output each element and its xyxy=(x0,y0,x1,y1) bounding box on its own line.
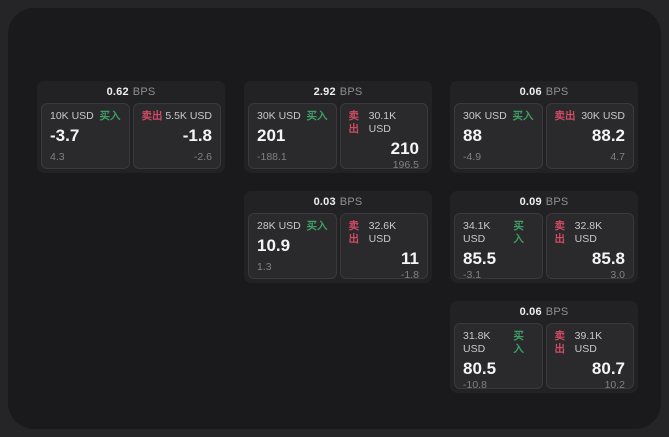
buy-delta: -4.9 xyxy=(463,151,482,163)
buy-delta: 1.3 xyxy=(257,261,272,273)
quote-card: 2.92 BPS 30K USD 买入 201 -188.1 卖出 30.1K … xyxy=(244,81,432,173)
buy-amount: 31.8K USD xyxy=(463,330,491,355)
buy-label: 买入 xyxy=(306,220,328,232)
sell-label: 卖出 xyxy=(554,220,566,245)
spread-value: 0.62 xyxy=(106,86,129,98)
quote-card: 0.06 BPS 31.8K USD 买入 80.5 -10.8 卖出 39.1… xyxy=(450,301,638,393)
sell-price: 85.8 xyxy=(591,249,625,268)
buy-delta: -3.1 xyxy=(463,269,482,281)
buy-panel[interactable]: 30K USD 买入 201 -188.1 xyxy=(248,103,337,169)
buy-label: 买入 xyxy=(513,220,524,245)
sell-amount: 30K USD xyxy=(581,110,625,122)
buy-price: 201 xyxy=(257,126,286,145)
buy-label: 买入 xyxy=(99,110,121,122)
buy-panel[interactable]: 28K USD 买入 10.9 1.3 xyxy=(248,213,337,279)
sell-price: 88.2 xyxy=(591,126,625,145)
buy-price: -3.7 xyxy=(50,126,80,145)
buy-price: 80.5 xyxy=(463,359,497,378)
sell-label: 卖出 xyxy=(348,110,360,135)
buy-amount: 28K USD xyxy=(257,220,301,232)
spread-unit: BPS xyxy=(339,86,363,98)
spread-header: 0.06 BPS xyxy=(454,301,634,323)
sell-price: 80.7 xyxy=(591,359,625,378)
sell-delta: -2.6 xyxy=(193,151,212,163)
quote-card: 0.09 BPS 34.1K USD 买入 85.5 -3.1 卖出 32.8K… xyxy=(450,191,638,283)
buy-price: 88 xyxy=(463,126,482,145)
quote-card: 0.06 BPS 30K USD 买入 88 -4.9 卖出 30K USD 8… xyxy=(450,81,638,173)
buy-label: 买入 xyxy=(512,110,534,122)
sell-panel[interactable]: 卖出 39.1K USD 80.7 10.2 xyxy=(545,323,634,391)
sell-panel[interactable]: 卖出 32.6K USD 11 -1.8 xyxy=(339,213,428,281)
buy-delta: -10.8 xyxy=(463,379,487,391)
sell-amount: 39.1K USD xyxy=(574,330,603,355)
spread-unit: BPS xyxy=(545,196,569,208)
buy-price: 10.9 xyxy=(257,236,291,255)
sell-delta: 3.0 xyxy=(610,269,625,281)
buy-amount: 10K USD xyxy=(50,110,94,122)
sell-price: -1.8 xyxy=(182,126,212,145)
buy-delta: -188.1 xyxy=(257,151,287,163)
buy-panel[interactable]: 34.1K USD 买入 85.5 -3.1 xyxy=(454,213,543,281)
sell-panel[interactable]: 卖出 30K USD 88.2 4.7 xyxy=(545,103,634,169)
buy-price: 85.5 xyxy=(463,249,497,268)
quote-board: 0.62 BPS 10K USD 买入 -3.7 4.3 卖出 5.5K USD… xyxy=(8,8,661,429)
buy-delta: 4.3 xyxy=(50,151,65,163)
spread-header: 0.09 BPS xyxy=(454,191,634,213)
spread-header: 0.03 BPS xyxy=(248,191,428,213)
sell-delta: -1.8 xyxy=(400,269,419,281)
sell-delta: 10.2 xyxy=(604,379,625,391)
sell-price: 210 xyxy=(390,139,419,158)
sell-amount: 32.8K USD xyxy=(574,220,603,245)
sell-label: 卖出 xyxy=(141,110,163,122)
spread-value: 0.03 xyxy=(313,196,336,208)
spread-value: 2.92 xyxy=(313,86,336,98)
buy-amount: 30K USD xyxy=(463,110,507,122)
spread-unit: BPS xyxy=(132,86,156,98)
spread-unit: BPS xyxy=(339,196,363,208)
buy-label: 买入 xyxy=(306,110,328,122)
spread-value: 0.06 xyxy=(519,86,542,98)
spread-value: 0.06 xyxy=(519,306,542,318)
buy-panel[interactable]: 10K USD 买入 -3.7 4.3 xyxy=(41,103,130,169)
sell-amount: 32.6K USD xyxy=(368,220,397,245)
sell-amount: 30.1K USD xyxy=(368,110,397,135)
buy-amount: 30K USD xyxy=(257,110,301,122)
sell-price: 11 xyxy=(401,249,419,268)
spread-unit: BPS xyxy=(545,86,569,98)
sell-label: 卖出 xyxy=(348,220,360,245)
sell-panel[interactable]: 卖出 30.1K USD 210 196.5 xyxy=(339,103,428,171)
spread-header: 2.92 BPS xyxy=(248,81,428,103)
buy-label: 买入 xyxy=(513,330,524,355)
sell-label: 卖出 xyxy=(554,330,566,355)
quote-card: 0.62 BPS 10K USD 买入 -3.7 4.3 卖出 5.5K USD… xyxy=(37,81,225,173)
spread-header: 0.06 BPS xyxy=(454,81,634,103)
spread-unit: BPS xyxy=(545,306,569,318)
sell-label: 卖出 xyxy=(554,110,576,122)
buy-panel[interactable]: 31.8K USD 买入 80.5 -10.8 xyxy=(454,323,543,391)
sell-panel[interactable]: 卖出 5.5K USD -1.8 -2.6 xyxy=(132,103,221,169)
quote-card: 0.03 BPS 28K USD 买入 10.9 1.3 卖出 32.6K US… xyxy=(244,191,432,283)
spread-value: 0.09 xyxy=(519,196,542,208)
sell-delta: 4.7 xyxy=(610,151,625,163)
buy-amount: 34.1K USD xyxy=(463,220,491,245)
buy-panel[interactable]: 30K USD 买入 88 -4.9 xyxy=(454,103,543,169)
sell-panel[interactable]: 卖出 32.8K USD 85.8 3.0 xyxy=(545,213,634,281)
sell-amount: 5.5K USD xyxy=(165,110,212,122)
spread-header: 0.62 BPS xyxy=(41,81,221,103)
sell-delta: 196.5 xyxy=(392,159,419,171)
